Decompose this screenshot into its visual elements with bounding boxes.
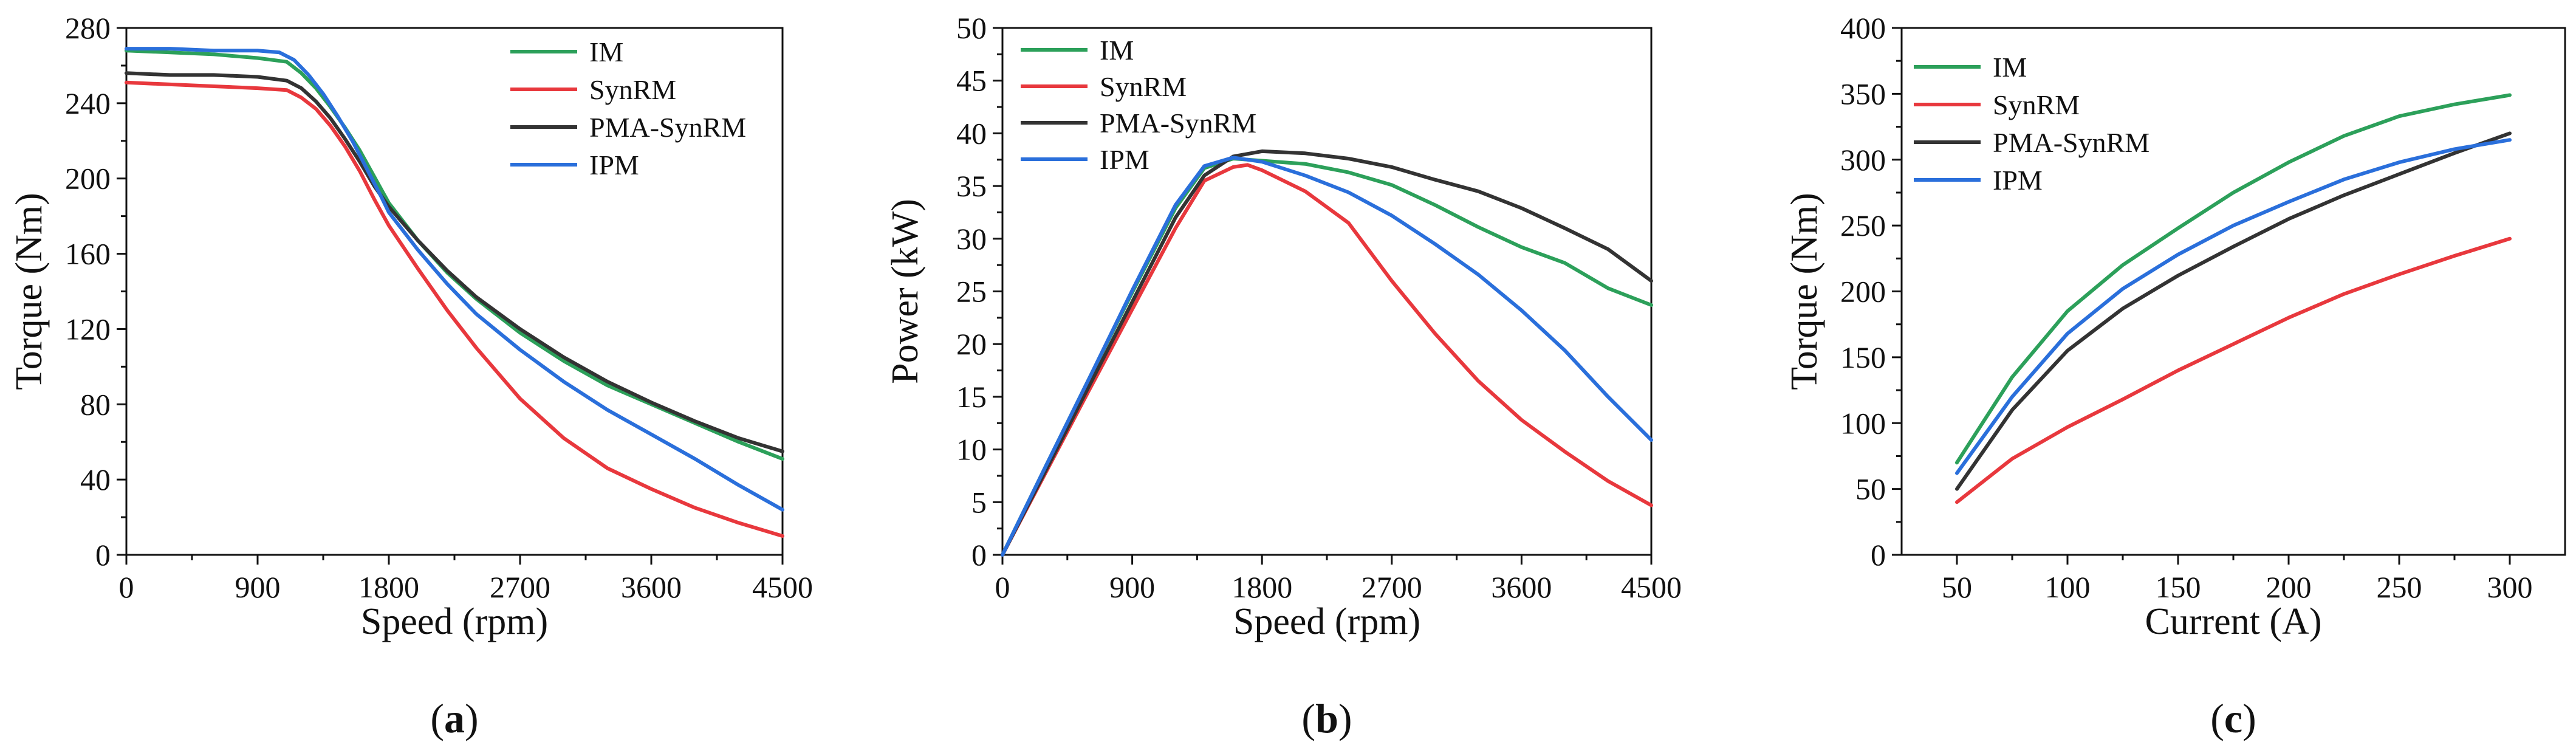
- y-tick-label: 400: [1840, 11, 1886, 45]
- x-tick-label: 4500: [1621, 570, 1682, 604]
- series-line-pma-synrm: [1001, 149, 1653, 557]
- x-tick-label: 900: [1109, 570, 1155, 604]
- legend-label: SynRM: [1993, 89, 2080, 120]
- y-tick-label: 30: [956, 222, 987, 256]
- legend-label: PMA-SynRM: [589, 112, 746, 143]
- x-tick-label: 0: [995, 570, 1010, 604]
- chart-panel-b: 0 900 1800 2700 3600 4500 0 5 10 15 20 25 30 35 40 45 50…: [885, 11, 1682, 741]
- y-tick-label: 300: [1840, 143, 1886, 177]
- x-tick-label: 2700: [490, 570, 550, 604]
- x-axis-title: Speed (rpm): [1233, 601, 1420, 642]
- series-line-ipm: [1001, 156, 1653, 557]
- y-tick-label: 200: [1840, 275, 1886, 309]
- x-tick-label: 300: [2487, 570, 2533, 604]
- x-tick-label: 250: [2377, 570, 2422, 604]
- y-tick-label: 240: [65, 86, 111, 120]
- series-line-synrm: [125, 80, 784, 538]
- series-line-im: [125, 49, 784, 461]
- x-tick-label: 1800: [358, 570, 419, 604]
- x-tick-label: 50: [1942, 570, 1972, 604]
- chart-panel-a: 0 900 1800 2700 3600 4500 0 40 80 120 160 200 240 280…: [9, 11, 813, 741]
- x-tick-label: 3600: [1491, 570, 1552, 604]
- y-tick-label: 25: [956, 275, 987, 309]
- y-axis-title: Torque (Nm): [1784, 193, 1825, 390]
- y-axis-title: Power (kW): [885, 199, 926, 384]
- y-tick-label: 100: [1840, 406, 1886, 440]
- x-tick-label: 100: [2045, 570, 2091, 604]
- y-tick-label: 45: [956, 64, 987, 98]
- legend-label: SynRM: [1100, 71, 1187, 102]
- y-tick-label: 0: [95, 538, 111, 572]
- x-tick-label: 200: [2266, 570, 2312, 604]
- y-tick-label: 280: [65, 11, 111, 45]
- y-tick-label: 200: [65, 162, 111, 196]
- x-tick-label: 150: [2156, 570, 2201, 604]
- legend: IM SynRM PMA-SynRM IPM: [510, 36, 746, 180]
- series-line-synrm: [1001, 163, 1653, 557]
- legend: IM SynRM PMA-SynRM IPM: [1914, 52, 2150, 196]
- legend-label: IPM: [1100, 144, 1149, 175]
- y-axis-title: Torque (Nm): [9, 193, 50, 390]
- y-tick-label: 20: [956, 327, 987, 361]
- x-tick-label: 1800: [1231, 570, 1292, 604]
- series-line-synrm: [1955, 236, 2512, 504]
- panel-label: (b): [1301, 695, 1352, 741]
- x-tick-label: 2700: [1362, 570, 1422, 604]
- y-tick-label: 150: [1840, 340, 1886, 374]
- y-tick-label: 10: [956, 433, 987, 467]
- legend: IM SynRM PMA-SynRM IPM: [1021, 35, 1256, 175]
- series-line-im: [1955, 93, 2512, 465]
- y-tick-label: 0: [971, 538, 987, 572]
- legend-label: IM: [589, 36, 623, 67]
- x-tick-label: 3600: [621, 570, 682, 604]
- y-tick-label: 120: [65, 312, 111, 346]
- legend-label: PMA-SynRM: [1100, 108, 1256, 139]
- x-tick-label: 900: [235, 570, 281, 604]
- panel-label: (c): [2210, 695, 2256, 741]
- y-tick-label: 160: [65, 237, 111, 271]
- legend-label: SynRM: [589, 74, 676, 105]
- legend-label: IM: [1100, 35, 1134, 66]
- x-tick-label: 4500: [752, 570, 813, 604]
- y-tick-label: 250: [1840, 208, 1886, 242]
- legend-label: PMA-SynRM: [1993, 127, 2150, 158]
- x-axis-title: Current (A): [2145, 601, 2322, 642]
- series-line-ipm: [1955, 138, 2512, 475]
- x-axis-title: Speed (rpm): [361, 601, 548, 642]
- legend-label: IPM: [1993, 165, 2043, 196]
- legend-label: IPM: [589, 149, 639, 180]
- y-tick-label: 350: [1840, 77, 1886, 111]
- y-tick-label: 0: [1871, 538, 1886, 572]
- panel-label: (a): [430, 695, 478, 741]
- y-tick-label: 40: [80, 462, 111, 497]
- y-tick-label: 35: [956, 169, 987, 203]
- series-line-pma-synrm: [1955, 131, 2512, 491]
- y-tick-label: 50: [1855, 472, 1886, 506]
- y-tick-label: 50: [956, 11, 987, 45]
- x-tick-label: 0: [119, 570, 134, 604]
- chart-panel-c: 50 100 150 200 250 300 0 50 100 150 200 250 300 350 40…: [1784, 11, 2566, 741]
- y-tick-label: 5: [971, 485, 987, 519]
- y-tick-label: 15: [956, 380, 987, 414]
- series-line-ipm: [125, 47, 784, 512]
- y-tick-label: 40: [956, 116, 987, 150]
- y-tick-label: 80: [80, 387, 111, 421]
- legend-label: IM: [1993, 52, 2027, 83]
